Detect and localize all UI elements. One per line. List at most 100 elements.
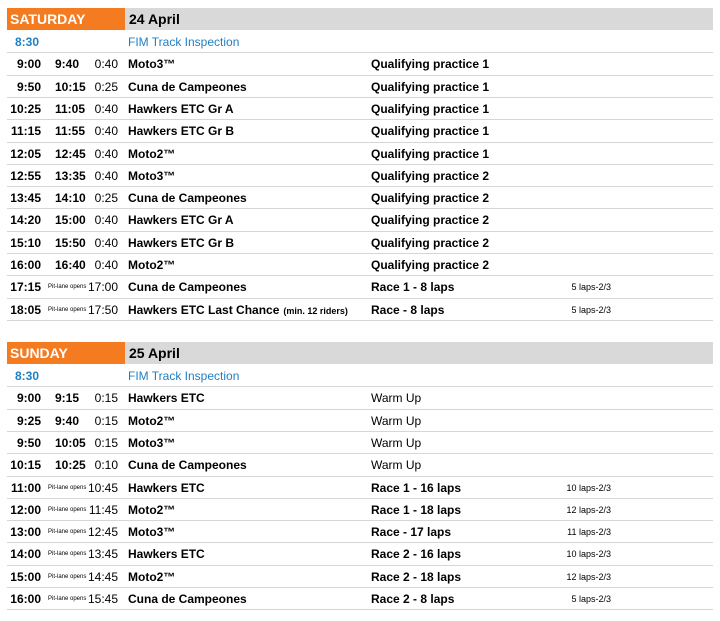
session: Race - 17 laps bbox=[371, 525, 452, 540]
start-time: 9:00 bbox=[16, 57, 41, 72]
end-time: 10:15 bbox=[55, 79, 86, 94]
pit-time: 17:50 bbox=[87, 302, 118, 317]
session: Qualifying practice 2 bbox=[371, 235, 490, 250]
start-time: 12:00 bbox=[10, 502, 41, 517]
end-time: 9:40 bbox=[55, 57, 80, 72]
end-time: 12:45 bbox=[55, 146, 86, 161]
start-time: 15:10 bbox=[10, 235, 41, 250]
event-name: Hawkers ETC Gr A bbox=[128, 101, 234, 116]
duration: 0:15 bbox=[94, 413, 118, 428]
pit-label: Pit-lane opens bbox=[48, 306, 87, 313]
pit-label: Pit-lane opens bbox=[48, 529, 87, 536]
start-time: 8:30 bbox=[14, 35, 39, 49]
end-time: 9:40 bbox=[55, 413, 80, 428]
duration: 0:40 bbox=[94, 213, 118, 228]
row-divider bbox=[7, 208, 713, 210]
laps: 5 laps-2/3 bbox=[571, 304, 611, 315]
pit-time: 14:45 bbox=[87, 569, 118, 584]
laps: 10 laps-2/3 bbox=[566, 482, 611, 493]
duration: 0:40 bbox=[94, 168, 118, 183]
session: Qualifying practice 1 bbox=[371, 124, 490, 139]
event-name: Hawkers ETC bbox=[128, 547, 205, 562]
start-time: 18:05 bbox=[10, 302, 41, 317]
pit-label: Pit-lane opens bbox=[48, 506, 87, 513]
start-time: 12:05 bbox=[10, 146, 41, 161]
start-time: 10:15 bbox=[10, 458, 41, 473]
start-time: 9:00 bbox=[16, 391, 41, 406]
start-time: 9:50 bbox=[16, 435, 41, 450]
end-time: 16:40 bbox=[55, 258, 86, 272]
start-time: 14:20 bbox=[10, 213, 41, 228]
row-divider bbox=[7, 119, 713, 121]
start-time: 16:00 bbox=[10, 258, 41, 272]
laps: 5 laps-2/3 bbox=[571, 594, 611, 604]
duration: 0:25 bbox=[94, 79, 118, 94]
session: Qualifying practice 1 bbox=[371, 79, 490, 94]
event-name: Cuna de Campeones bbox=[128, 458, 247, 473]
date: 25 April bbox=[129, 345, 180, 361]
pit-time: 17:00 bbox=[87, 280, 118, 295]
event-name: Cuna de Campeones bbox=[128, 79, 247, 94]
start-time: 10:25 bbox=[10, 101, 41, 116]
start-time: 11:15 bbox=[10, 124, 41, 139]
start-time: 9:50 bbox=[16, 79, 41, 94]
duration: 0:25 bbox=[94, 191, 118, 206]
start-time: 13:45 bbox=[10, 191, 41, 206]
session: Race 2 - 8 laps bbox=[371, 592, 455, 606]
row-divider bbox=[7, 74, 713, 76]
event-name: Moto2™ bbox=[128, 413, 176, 428]
date: 24 April bbox=[129, 11, 180, 27]
event-name: Moto3™ bbox=[128, 525, 176, 540]
duration: 0:40 bbox=[94, 258, 118, 272]
event-name: Moto3™ bbox=[128, 435, 176, 450]
session: Warm Up bbox=[371, 435, 422, 450]
pit-time: 13:45 bbox=[87, 547, 118, 562]
date-bar bbox=[125, 8, 713, 30]
row-divider bbox=[7, 386, 713, 388]
event-note: (min. 12 riders) bbox=[283, 305, 348, 316]
event-name: Hawkers ETC bbox=[128, 391, 205, 406]
event-name: Hawkers ETC bbox=[128, 480, 205, 495]
start-time: 13:00 bbox=[10, 525, 41, 540]
session: Qualifying practice 2 bbox=[371, 168, 490, 183]
duration: 0:15 bbox=[94, 391, 118, 406]
end-time: 10:05 bbox=[55, 435, 86, 450]
session: Qualifying practice 2 bbox=[371, 191, 490, 206]
day-box bbox=[7, 8, 125, 30]
start-time: 15:00 bbox=[10, 569, 41, 584]
duration: 0:40 bbox=[94, 124, 118, 139]
session: Race - 8 laps bbox=[371, 302, 445, 317]
event-name: Hawkers ETC Gr B bbox=[128, 124, 235, 139]
event-name: Hawkers ETC Gr B bbox=[128, 235, 235, 250]
end-time: 10:25 bbox=[55, 458, 86, 473]
session: Warm Up bbox=[371, 413, 422, 428]
event-name: Cuna de Campeones bbox=[128, 280, 247, 295]
row-divider bbox=[7, 253, 713, 254]
event-name: Moto3™ bbox=[128, 168, 176, 183]
row-divider bbox=[7, 230, 713, 232]
event-name: Moto2™ bbox=[128, 258, 176, 272]
laps: 10 laps-2/3 bbox=[566, 549, 611, 560]
session: Race 1 - 18 laps bbox=[371, 502, 462, 517]
start-time: 9:25 bbox=[16, 413, 41, 428]
laps: 11 laps-2/3 bbox=[567, 527, 611, 538]
start-time: 11:00 bbox=[10, 480, 41, 495]
row-divider bbox=[7, 163, 713, 165]
start-time: 12:55 bbox=[10, 168, 41, 183]
day-box bbox=[7, 342, 125, 364]
row-divider bbox=[7, 319, 713, 321]
pit-time: 15:45 bbox=[87, 592, 118, 606]
end-time: 13:35 bbox=[55, 168, 86, 183]
end-time: 11:05 bbox=[55, 101, 86, 116]
row-divider bbox=[7, 186, 713, 188]
row-divider bbox=[7, 542, 713, 544]
duration: 0:40 bbox=[94, 101, 118, 116]
laps: 12 laps-2/3 bbox=[566, 504, 611, 515]
day: SUNDAY bbox=[10, 345, 68, 361]
session: Race 2 - 18 laps bbox=[371, 569, 462, 584]
row-divider bbox=[7, 564, 713, 566]
event-name: Moto3™ bbox=[128, 57, 176, 72]
end-time: 14:10 bbox=[55, 191, 86, 206]
start-time: 17:15 bbox=[10, 280, 41, 295]
